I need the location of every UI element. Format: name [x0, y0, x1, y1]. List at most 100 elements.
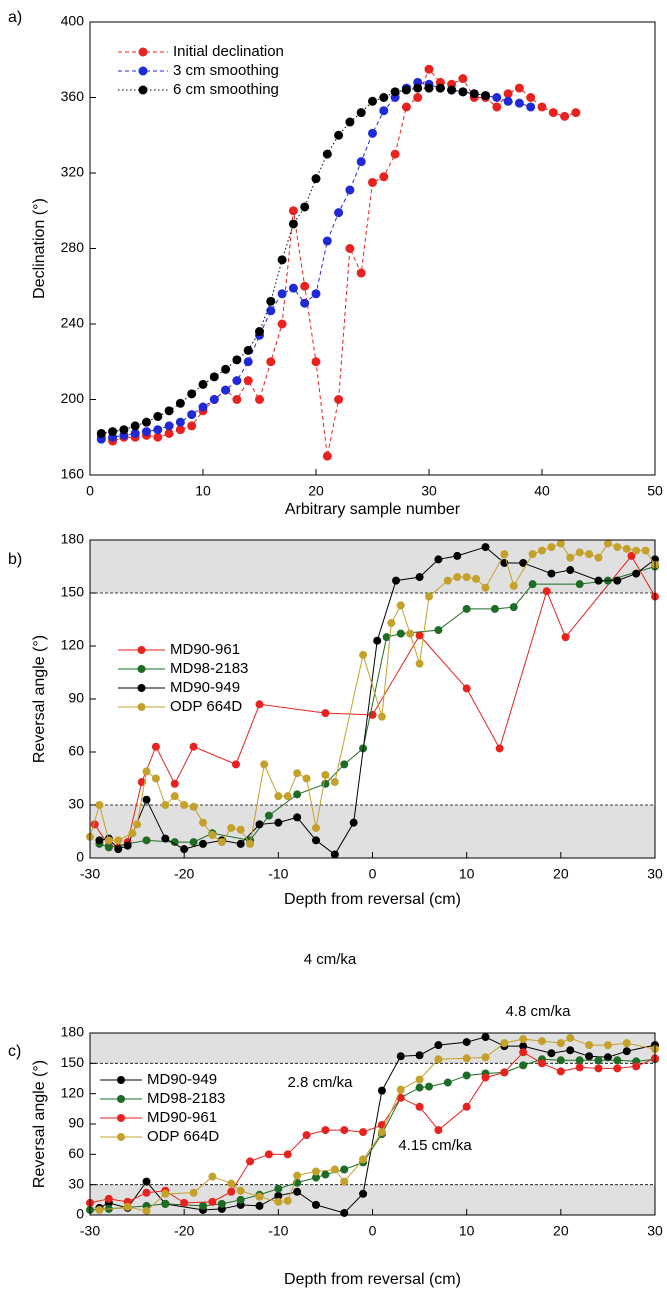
data-point — [187, 389, 197, 399]
data-point — [232, 395, 242, 404]
data-point — [221, 385, 231, 395]
data-point — [566, 566, 575, 575]
data-point — [406, 629, 415, 638]
data-point — [340, 1208, 349, 1217]
data-point — [334, 208, 344, 218]
data-point — [293, 769, 302, 778]
x-tick-label: 10 — [459, 866, 475, 882]
data-point — [462, 1071, 471, 1080]
data-point — [217, 838, 226, 847]
data-point — [264, 811, 273, 820]
data-point — [246, 839, 255, 848]
data-point — [312, 836, 320, 845]
data-point — [130, 428, 140, 438]
data-point — [575, 580, 584, 589]
data-point — [142, 427, 151, 437]
data-point — [472, 574, 481, 583]
data-point — [500, 1068, 509, 1077]
data-point — [133, 820, 142, 829]
data-point — [349, 818, 358, 827]
data-point — [481, 583, 490, 592]
data-point — [255, 395, 264, 404]
data-point — [514, 83, 524, 93]
data-point — [161, 801, 170, 809]
y-tick-label: 400 — [61, 13, 85, 29]
data-point — [293, 1187, 302, 1196]
x-tick-label: 10 — [459, 1223, 475, 1239]
y-tick-label: 160 — [61, 466, 85, 482]
data-point — [396, 1052, 405, 1061]
data-point — [227, 823, 236, 832]
legend-marker — [117, 1095, 125, 1103]
data-point — [345, 244, 355, 253]
legend-label: MD90-961 — [147, 1109, 217, 1126]
legend-marker — [137, 684, 146, 692]
data-point — [594, 1064, 603, 1073]
data-point — [396, 601, 405, 610]
data-point — [481, 1053, 490, 1062]
y-tick-label: 30 — [68, 1175, 84, 1191]
annotation: 4.8 cm/ka — [505, 1003, 571, 1020]
data-point — [151, 774, 160, 783]
data-point — [334, 130, 344, 140]
data-point — [356, 108, 366, 118]
x-tick-label: 20 — [553, 1223, 569, 1239]
data-point — [390, 149, 400, 159]
data-point — [627, 551, 636, 560]
data-point — [415, 631, 424, 640]
legend-marker — [137, 703, 146, 711]
data-point — [187, 421, 197, 431]
data-point — [538, 1037, 546, 1046]
data-point — [396, 1085, 405, 1094]
data-point — [128, 829, 137, 838]
data-point — [236, 1186, 245, 1195]
series-line — [101, 81, 531, 440]
data-point — [330, 850, 339, 859]
data-point — [227, 1187, 236, 1196]
data-point — [209, 395, 219, 404]
data-point — [236, 839, 245, 848]
legend-label: MD90-949 — [170, 679, 240, 696]
x-tick-label: -20 — [174, 866, 194, 882]
data-point — [108, 427, 118, 437]
y-tick-label: 200 — [61, 390, 85, 406]
y-tick-label: 180 — [61, 531, 85, 547]
legend-label: ODP 664D — [147, 1128, 219, 1145]
data-point — [632, 1062, 641, 1071]
data-point — [161, 834, 170, 843]
data-point — [321, 1126, 330, 1135]
data-point — [571, 108, 581, 118]
data-point — [153, 425, 163, 435]
y-axis-title: Reversal angle (°) — [31, 635, 48, 763]
data-point — [170, 792, 179, 801]
data-point — [142, 1206, 151, 1215]
data-point — [130, 421, 140, 431]
legend-marker — [117, 1076, 125, 1084]
data-point — [519, 1048, 528, 1057]
data-point — [359, 1189, 368, 1198]
data-point — [382, 633, 391, 642]
data-point — [293, 1171, 302, 1180]
data-point — [209, 372, 219, 382]
data-point — [503, 89, 513, 99]
data-point — [260, 760, 269, 769]
data-point — [377, 712, 386, 721]
data-point — [246, 1157, 255, 1166]
data-point — [547, 543, 556, 552]
data-point — [255, 327, 264, 337]
x-tick-label: -10 — [268, 866, 288, 882]
y-tick-label: 150 — [61, 584, 85, 600]
data-point — [356, 157, 366, 167]
data-point — [104, 836, 113, 845]
panel-label: c) — [8, 1043, 21, 1060]
x-tick-label: -10 — [268, 1223, 288, 1239]
data-point — [453, 551, 462, 560]
data-point — [603, 1053, 612, 1062]
legend-marker — [137, 646, 146, 654]
data-point — [217, 1199, 226, 1208]
data-point — [300, 281, 310, 291]
annotation: 4.15 cm/ka — [398, 1137, 472, 1154]
data-point — [119, 425, 129, 435]
data-point — [123, 1202, 132, 1211]
